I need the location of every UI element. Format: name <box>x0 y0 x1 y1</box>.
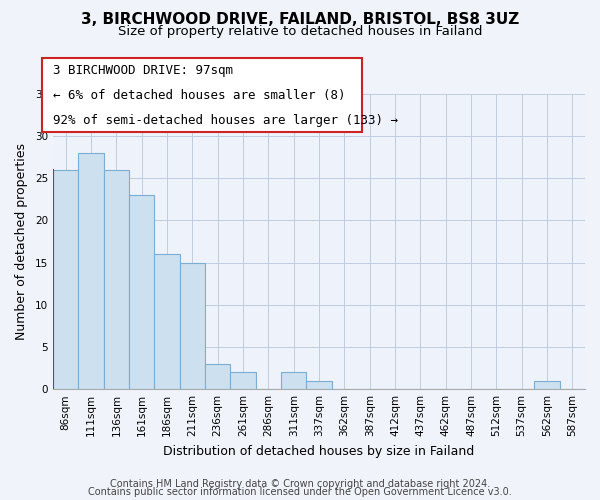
Bar <box>535 380 560 389</box>
Bar <box>205 364 230 389</box>
Bar <box>79 153 104 389</box>
Text: Contains HM Land Registry data © Crown copyright and database right 2024.: Contains HM Land Registry data © Crown c… <box>110 479 490 489</box>
FancyBboxPatch shape <box>43 58 362 132</box>
X-axis label: Distribution of detached houses by size in Failand: Distribution of detached houses by size … <box>163 444 475 458</box>
Text: Contains public sector information licensed under the Open Government Licence v3: Contains public sector information licen… <box>88 487 512 497</box>
Text: ← 6% of detached houses are smaller (8): ← 6% of detached houses are smaller (8) <box>53 90 346 102</box>
Bar <box>154 254 180 389</box>
Text: Size of property relative to detached houses in Failand: Size of property relative to detached ho… <box>118 25 482 38</box>
Bar <box>104 170 129 389</box>
Text: 92% of semi-detached houses are larger (133) →: 92% of semi-detached houses are larger (… <box>53 114 398 128</box>
Y-axis label: Number of detached properties: Number of detached properties <box>15 143 28 340</box>
Text: 3, BIRCHWOOD DRIVE, FAILAND, BRISTOL, BS8 3UZ: 3, BIRCHWOOD DRIVE, FAILAND, BRISTOL, BS… <box>81 12 519 28</box>
Bar <box>180 262 205 389</box>
Bar <box>307 380 332 389</box>
Bar <box>230 372 256 389</box>
Bar <box>281 372 307 389</box>
Bar <box>53 170 79 389</box>
Bar <box>129 195 154 389</box>
Text: 3 BIRCHWOOD DRIVE: 97sqm: 3 BIRCHWOOD DRIVE: 97sqm <box>53 64 233 77</box>
